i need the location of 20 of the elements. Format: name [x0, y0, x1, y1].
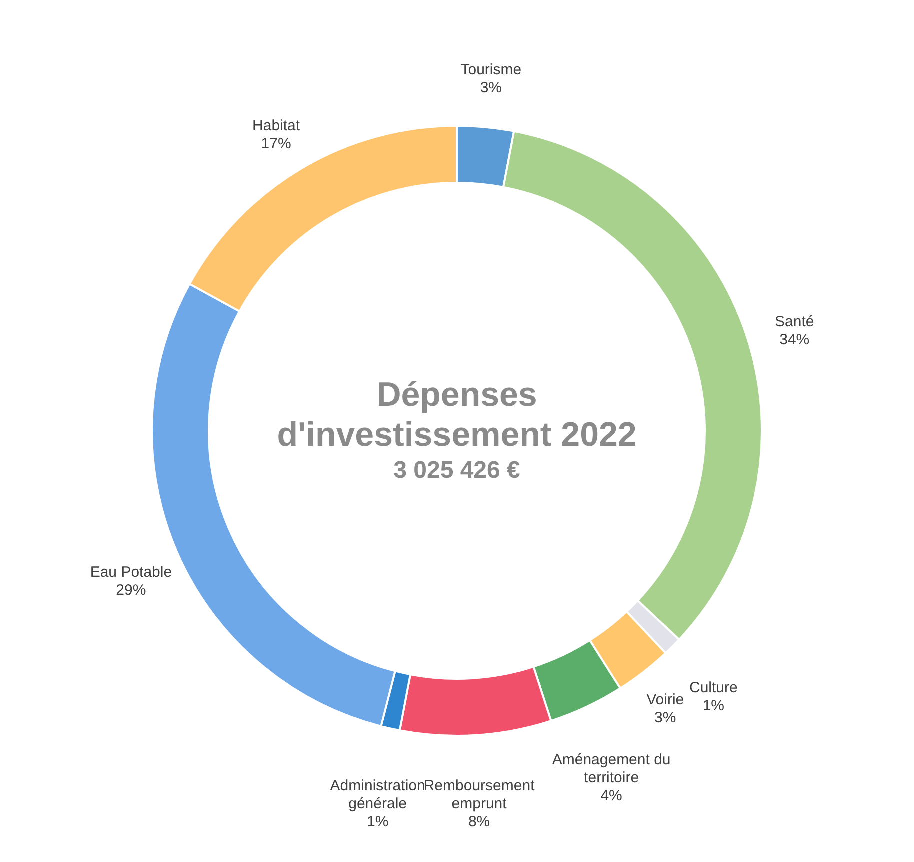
- data-label: 29%: [116, 582, 146, 599]
- data-label: 3%: [654, 710, 676, 727]
- slice-label: Culture: [690, 680, 738, 697]
- slice-label: Tourisme: [460, 62, 522, 79]
- data-label: 4%: [600, 787, 622, 804]
- data-label: 3%: [480, 80, 502, 97]
- slice-label: Eau Potable: [90, 564, 172, 581]
- data-label: 34%: [780, 331, 810, 348]
- text: Dépenses d'investissement 2022: [277, 376, 637, 454]
- data-label: 1%: [702, 698, 725, 715]
- slice-label: Habitat: [252, 117, 301, 134]
- data-label: 1%: [366, 813, 389, 830]
- slice-label: Administration générale: [330, 777, 426, 812]
- text: 3 025 426 €: [394, 457, 520, 484]
- slice-label: Santé: [775, 313, 814, 330]
- data-label: 8%: [468, 813, 490, 830]
- slice-label: Aménagement du territoire: [552, 751, 671, 786]
- slice-label: Remboursement emprunt: [424, 777, 536, 812]
- data-label: 17%: [261, 135, 292, 152]
- slice-label: Voirie: [646, 692, 684, 709]
